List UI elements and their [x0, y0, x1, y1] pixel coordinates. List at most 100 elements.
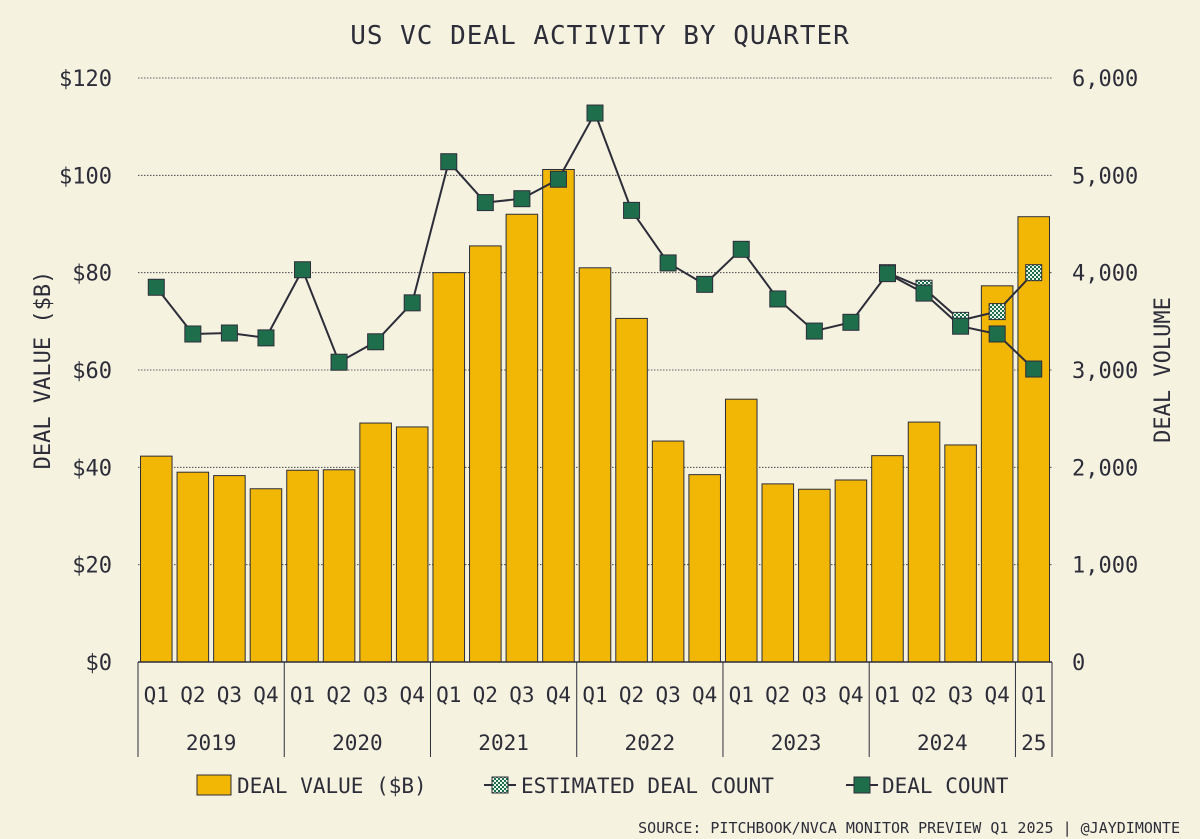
bar: [724, 398, 758, 663]
deal-count-marker: [513, 190, 531, 208]
bar: [651, 440, 685, 663]
bars: [140, 168, 1051, 663]
y-axis-right-label: DEAL VOLUME: [1151, 297, 1176, 443]
x-tick-label: Q4: [838, 683, 863, 707]
estimated-deal-count-marker: [988, 303, 1006, 321]
bar: [432, 272, 466, 663]
year-label: 2023: [771, 731, 822, 755]
bar: [542, 168, 575, 663]
source-note: SOURCE: PITCHBOOK/NVCA MONITOR PREVIEW Q…: [638, 819, 1180, 837]
x-tick-label: Q3: [655, 683, 680, 707]
deal-count-marker: [257, 329, 275, 347]
bar: [395, 426, 429, 663]
x-tick-label: Q3: [363, 683, 388, 707]
x-tick-label: Q3: [802, 683, 827, 707]
bar: [249, 488, 283, 663]
bar: [286, 469, 319, 663]
y-axis-right: 0 1,000 2,000 3,000 4,000 5,000 6,000: [1072, 67, 1138, 676]
bar: [798, 488, 831, 663]
deal-count-marker: [440, 153, 458, 171]
legend-marker-estimated: [491, 776, 509, 794]
x-tick-label: Q2: [180, 683, 205, 707]
legend-swatch-deal-value: [196, 774, 232, 796]
bar: [834, 479, 868, 663]
x-tick-label: Q4: [400, 683, 425, 707]
x-tick-label: Q1: [144, 683, 169, 707]
x-tick-label: Q1: [1021, 683, 1046, 707]
year-label: 2021: [478, 731, 529, 755]
year-label: 25: [1021, 731, 1046, 755]
x-tick-label: Q2: [473, 683, 498, 707]
deal-count-marker: [220, 324, 238, 342]
bar: [140, 455, 173, 663]
legend-marker-deal-count: [853, 776, 871, 794]
bar: [359, 422, 392, 663]
deal-count-marker: [952, 317, 970, 335]
line-series: [147, 104, 1043, 378]
x-tick-label: Q1: [290, 683, 315, 707]
deal-count-marker: [842, 313, 860, 331]
y-axis-left-label: DEAL VALUE ($B): [31, 271, 56, 470]
year-label: 2020: [332, 731, 383, 755]
bar: [176, 471, 210, 663]
deal-count-marker: [586, 104, 604, 122]
x-tick-label: Q4: [692, 683, 717, 707]
y-tick-label-left: $120: [59, 67, 112, 92]
y-tick-label-right: 0: [1072, 651, 1085, 676]
deal-count-marker: [403, 294, 421, 312]
x-tick-label: Q4: [253, 683, 278, 707]
y-tick-label-left: $20: [72, 554, 112, 579]
y-tick-label-left: $40: [72, 456, 112, 481]
deal-count-marker: [1025, 360, 1043, 378]
legend-label-estimated: ESTIMATED DEAL COUNT: [521, 774, 774, 798]
x-tick-label: Q3: [217, 683, 242, 707]
bar: [871, 455, 904, 663]
y-tick-label-right: 3,000: [1072, 359, 1138, 384]
x-tick-label: Q3: [948, 683, 973, 707]
estimated-deal-count-marker: [1025, 264, 1043, 282]
deal-count-marker: [659, 254, 677, 272]
legend-label-deal-count: DEAL COUNT: [882, 774, 1009, 798]
chart-title: US VC DEAL ACTIVITY BY QUARTER: [350, 21, 850, 51]
deal-count-marker: [878, 265, 896, 283]
y-tick-label-right: 2,000: [1072, 456, 1138, 481]
deal-count-marker: [732, 240, 750, 258]
deal-count-marker: [330, 353, 348, 371]
deal-count-marker: [988, 325, 1006, 343]
y-axis-left: $0 $20 $40 $60 $80 $100 $120: [59, 67, 112, 676]
bar: [615, 317, 648, 663]
y-tick-label-left: $60: [72, 359, 112, 384]
y-tick-label-right: 6,000: [1072, 67, 1138, 92]
y-tick-label-left: $80: [72, 262, 112, 287]
bar: [1017, 216, 1051, 663]
deal-count-marker: [184, 325, 202, 343]
x-tick-label: Q2: [326, 683, 351, 707]
x-tick-label: Q4: [985, 683, 1010, 707]
x-tick-label: Q2: [911, 683, 936, 707]
bar: [578, 267, 612, 663]
x-tick-label: Q2: [765, 683, 790, 707]
y-tick-label-right: 4,000: [1072, 262, 1138, 287]
bar: [469, 245, 502, 663]
deal-count-marker: [696, 275, 714, 293]
x-tick-label: Q1: [582, 683, 607, 707]
deal-count-marker: [623, 201, 641, 219]
deal-count-marker: [294, 261, 312, 279]
year-label: 2019: [186, 731, 237, 755]
legend: DEAL VALUE ($B) ESTIMATED DEAL COUNT DEA…: [196, 774, 1009, 798]
bar: [980, 285, 1014, 663]
bar: [944, 444, 977, 663]
y-tick-label-right: 5,000: [1072, 164, 1138, 189]
deal-count-marker: [915, 284, 933, 302]
x-tick-label: Q1: [436, 683, 461, 707]
x-tick-label: Q3: [509, 683, 534, 707]
bar: [213, 475, 246, 663]
x-tick-label: Q4: [546, 683, 571, 707]
y-tick-label-left: $100: [59, 164, 112, 189]
bar: [688, 474, 721, 663]
bar: [907, 421, 941, 663]
deal-count-marker: [147, 278, 165, 296]
deal-count-marker: [476, 194, 494, 212]
bar: [322, 469, 356, 663]
y-tick-label-right: 1,000: [1072, 554, 1138, 579]
